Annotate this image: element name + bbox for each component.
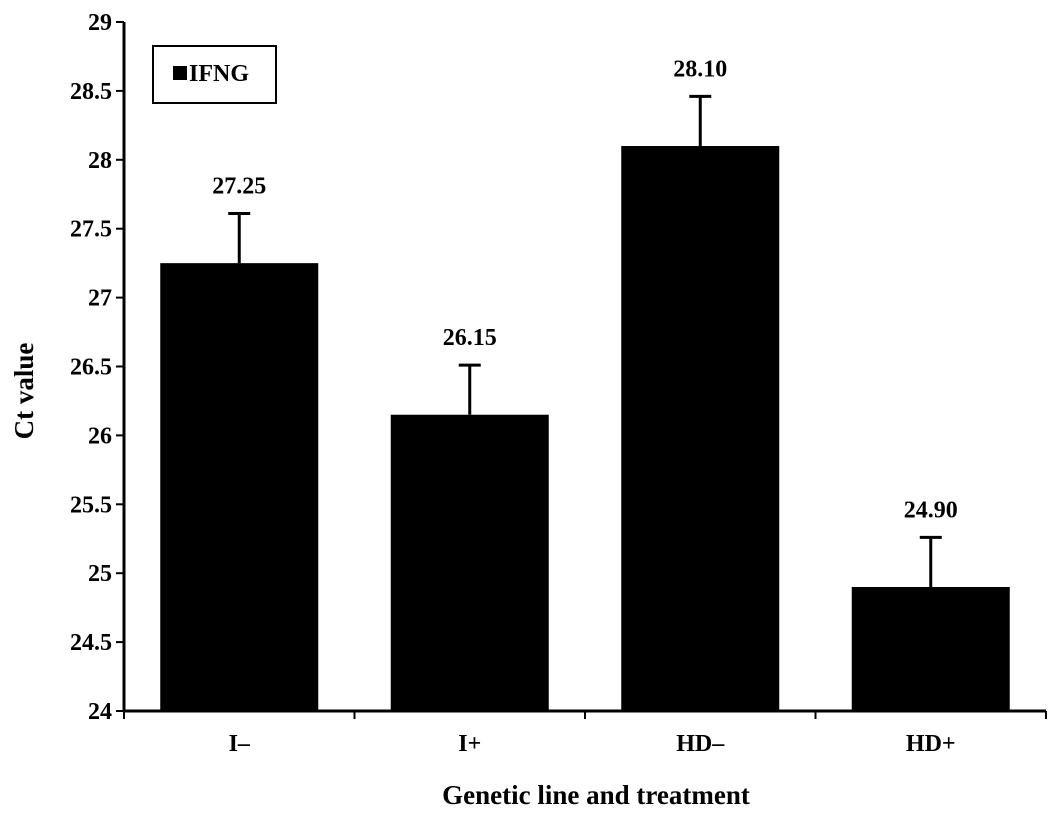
x-axis-title: Genetic line and treatment [442, 780, 750, 810]
y-tick-label: 28.5 [70, 79, 112, 105]
bar [621, 146, 780, 711]
y-tick-label: 25 [88, 561, 112, 587]
y-tick-label: 29 [88, 10, 112, 36]
value-labels: 27.25 26.15 28.10 24.90 [212, 56, 958, 523]
legend-swatch [173, 66, 187, 80]
data-label: 24.90 [904, 497, 958, 523]
x-tick-label: I+ [458, 731, 481, 757]
y-tick-label: 26.5 [70, 355, 112, 381]
legend-label: IFNG [189, 61, 249, 87]
bar [851, 586, 1010, 711]
bars [160, 146, 1010, 711]
y-tick-label: 26 [88, 423, 112, 449]
y-tick-label: 24.5 [70, 630, 112, 656]
bar [160, 263, 319, 711]
data-label: 26.15 [443, 325, 497, 351]
x-tick-label: I– [229, 731, 251, 757]
data-label: 27.25 [212, 174, 266, 200]
error-bars [228, 94, 942, 587]
x-tick-label: HD+ [906, 731, 956, 757]
legend: IFNG [152, 45, 277, 104]
data-label: 28.10 [673, 56, 727, 82]
y-tick-label: 27.5 [70, 217, 112, 243]
y-tick-label: 24 [88, 699, 112, 725]
y-tick-label: 28 [88, 148, 112, 174]
x-ticks: I– I+ HD– HD+ [123, 711, 1047, 757]
y-tick-label: 27 [88, 286, 112, 312]
bar [390, 414, 549, 711]
y-ticks: 24 24.5 25 25.5 26 26.5 27 27.5 28 28.5 29 [70, 10, 124, 725]
y-tick-label: 25.5 [70, 492, 112, 518]
x-tick-label: HD– [676, 731, 725, 757]
y-axis-title: Ct value [9, 343, 39, 440]
